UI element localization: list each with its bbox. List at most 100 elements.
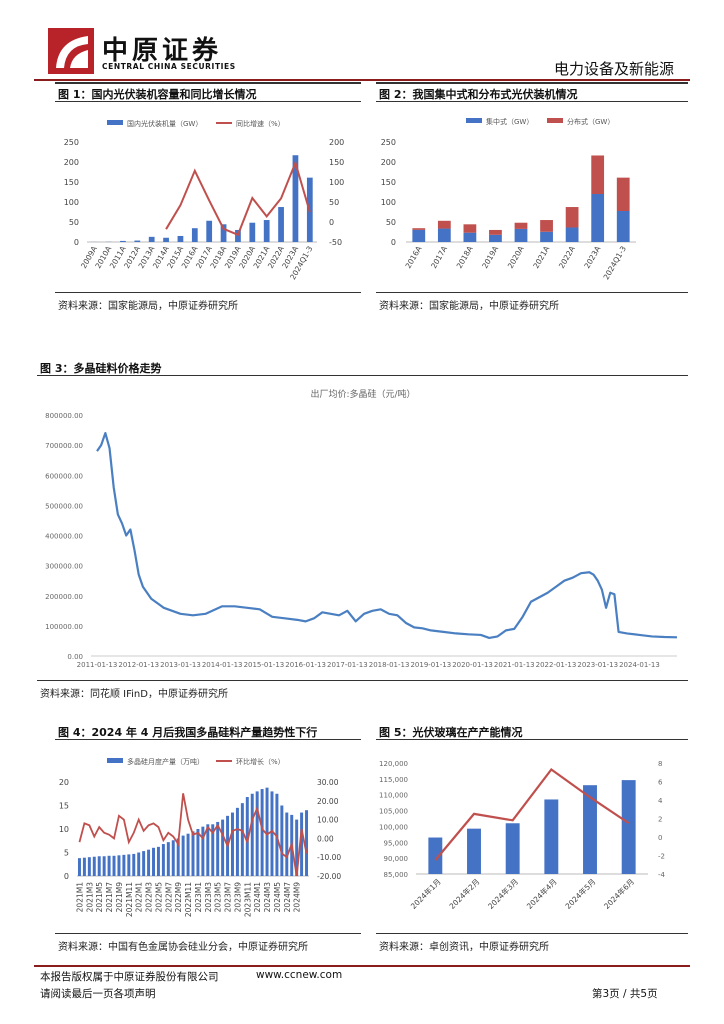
fig1-bar: [163, 237, 169, 242]
fig4-bar: [166, 842, 170, 876]
fig2-xtick: 2017A: [429, 244, 449, 270]
fig4-bar: [245, 797, 249, 876]
fig4-bar: [161, 844, 165, 876]
fig1-ytick-left: 150: [64, 178, 79, 187]
header-divider: [34, 79, 690, 81]
fig1-bar: [292, 155, 299, 242]
fig2-ytick: 100: [381, 198, 396, 207]
fig2-bar-distributed: [514, 222, 528, 229]
fig4-bar: [275, 793, 279, 876]
fig4-bar: [152, 847, 155, 876]
fig3-xtick: 2020-01-13: [452, 661, 493, 669]
fig5-xtick: 2024年6月: [602, 876, 637, 911]
fig4-xtick: 2023M3: [204, 882, 213, 913]
fig1-bar: [191, 228, 198, 242]
fig4-bar: [285, 812, 289, 876]
fig1-ytick-left: 50: [69, 218, 79, 227]
fig3-source: 资料来源：同花顺 IFinD，中原证券研究所: [40, 689, 228, 700]
fig4-xtick: 2022M5: [154, 882, 163, 913]
fig4-bar: [117, 855, 121, 876]
fig1-legend-label-0: 国内光伏装机量（GW）: [127, 119, 202, 128]
fig4-bar: [107, 855, 111, 876]
fig4-bar: [191, 831, 195, 876]
fig2-legend-label-1: 分布式（GW）: [567, 117, 614, 126]
fig1-ytick-left: 100: [64, 198, 79, 207]
fig2-ytick: 150: [381, 178, 396, 187]
fig4-bar: [127, 854, 131, 876]
fig5-ytick-right: 4: [658, 797, 663, 805]
fig4-ytick-right: -10.00: [317, 853, 341, 862]
fig2-bar-centralized: [437, 228, 451, 242]
fig2-legend-swatch-0: [466, 118, 482, 123]
fig5-title: 图 5：光伏玻璃在产产能情况: [379, 726, 523, 739]
fig4-xtick: 2024M5: [273, 882, 282, 913]
fig1-bar: [134, 240, 141, 242]
fig2-bar-centralized: [591, 194, 605, 242]
fig5-bar: [505, 823, 520, 874]
fig2-bar-centralized: [489, 234, 502, 242]
fig4-bar: [201, 826, 205, 876]
fig2-top-rule: [376, 82, 688, 84]
fig5-bar: [544, 799, 559, 874]
fig2-xtick: 2021A: [531, 244, 551, 270]
fig2-ytick: 200: [381, 158, 396, 167]
fig3-ytick: 800000.00: [45, 412, 83, 420]
fig2-xtick: 2019A: [480, 244, 500, 270]
fig2-bar-distributed: [412, 228, 426, 230]
fig2-bar-distributed: [437, 220, 451, 229]
fig2-ytick: 0: [391, 238, 396, 247]
fig4-xtick: 2024M1: [253, 882, 262, 913]
fig5-ytick-left: 95,000: [384, 839, 409, 847]
fig3-ytick: 500000.00: [45, 502, 83, 510]
fig5-ytick-right: 6: [658, 779, 663, 787]
fig4-xtick: 2022M11: [184, 882, 193, 917]
fig4-xtick: 2021M5: [95, 882, 104, 913]
fig4-bar: [280, 805, 284, 876]
fig2-legend-swatch-1: [547, 118, 563, 123]
fig4-ytick-left: 0: [64, 872, 69, 881]
fig5-ytick-right: 2: [658, 816, 662, 824]
fig1-growth-line: [165, 159, 311, 237]
fig2-bar-distributed: [616, 177, 630, 211]
fig3-bottom-rule: [37, 680, 688, 681]
fig4-bar: [216, 821, 220, 876]
fig5-ytick-right: -4: [658, 871, 666, 879]
fig1-ytick-right: 0: [329, 218, 334, 227]
fig4-bar: [97, 856, 101, 876]
fig1-chart: 国内光伏装机量（GW） 同比增速（%） 0 50 100 150 200 250 -50 0 50 1…: [64, 119, 345, 281]
fig5-growth-line: [434, 767, 630, 861]
fig4-bar: [122, 854, 126, 876]
fig4-legend-label-0: 多晶硅月度产量（万吨）: [127, 757, 204, 766]
fig4-bar: [142, 851, 146, 876]
fig5-ytick-left: 120,000: [379, 760, 408, 768]
fig3-ytick: 200000.00: [45, 593, 83, 601]
fig1-ytick-left: 200: [64, 158, 79, 167]
fig1-bar: [206, 220, 213, 242]
fig4-ytick-right: 30.00: [317, 778, 339, 787]
fig4-xtick: 2023M7: [224, 882, 233, 913]
fig4-bar: [221, 819, 225, 876]
fig2-bar-distributed: [565, 207, 579, 228]
fig2-ytick: 250: [381, 138, 396, 147]
fig5-ytick-left: 85,000: [384, 871, 409, 879]
fig3-price-line: [96, 431, 678, 640]
fig2-bar-centralized: [514, 228, 528, 242]
fig4-bar: [206, 824, 210, 876]
fig5-bar: [583, 785, 597, 874]
fig3-xtick: 2016-01-13: [285, 661, 326, 669]
footer-website[interactable]: www.ccnew.com: [256, 969, 343, 981]
fig4-legend-label-1: 环比增长（%）: [236, 757, 285, 766]
fig1-ytick-right: -50: [329, 238, 342, 247]
fig4-xtick: 2023M5: [214, 882, 223, 913]
fig3-xtick: 2021-01-13: [494, 661, 535, 669]
fig4-bar: [196, 829, 200, 876]
fig4-bar: [250, 793, 254, 876]
fig4-bar: [235, 807, 239, 876]
fig4-ytick-left: 10: [59, 825, 69, 834]
fig4-bar: [87, 857, 91, 876]
fig4-xtick: 2021M9: [115, 882, 124, 913]
fig4-bar: [260, 789, 264, 876]
fig3-xtick: 2014-01-13: [202, 661, 243, 669]
fig4-xtick: 2024M9: [293, 882, 302, 913]
fig3-ytick: 300000.00: [45, 563, 83, 571]
